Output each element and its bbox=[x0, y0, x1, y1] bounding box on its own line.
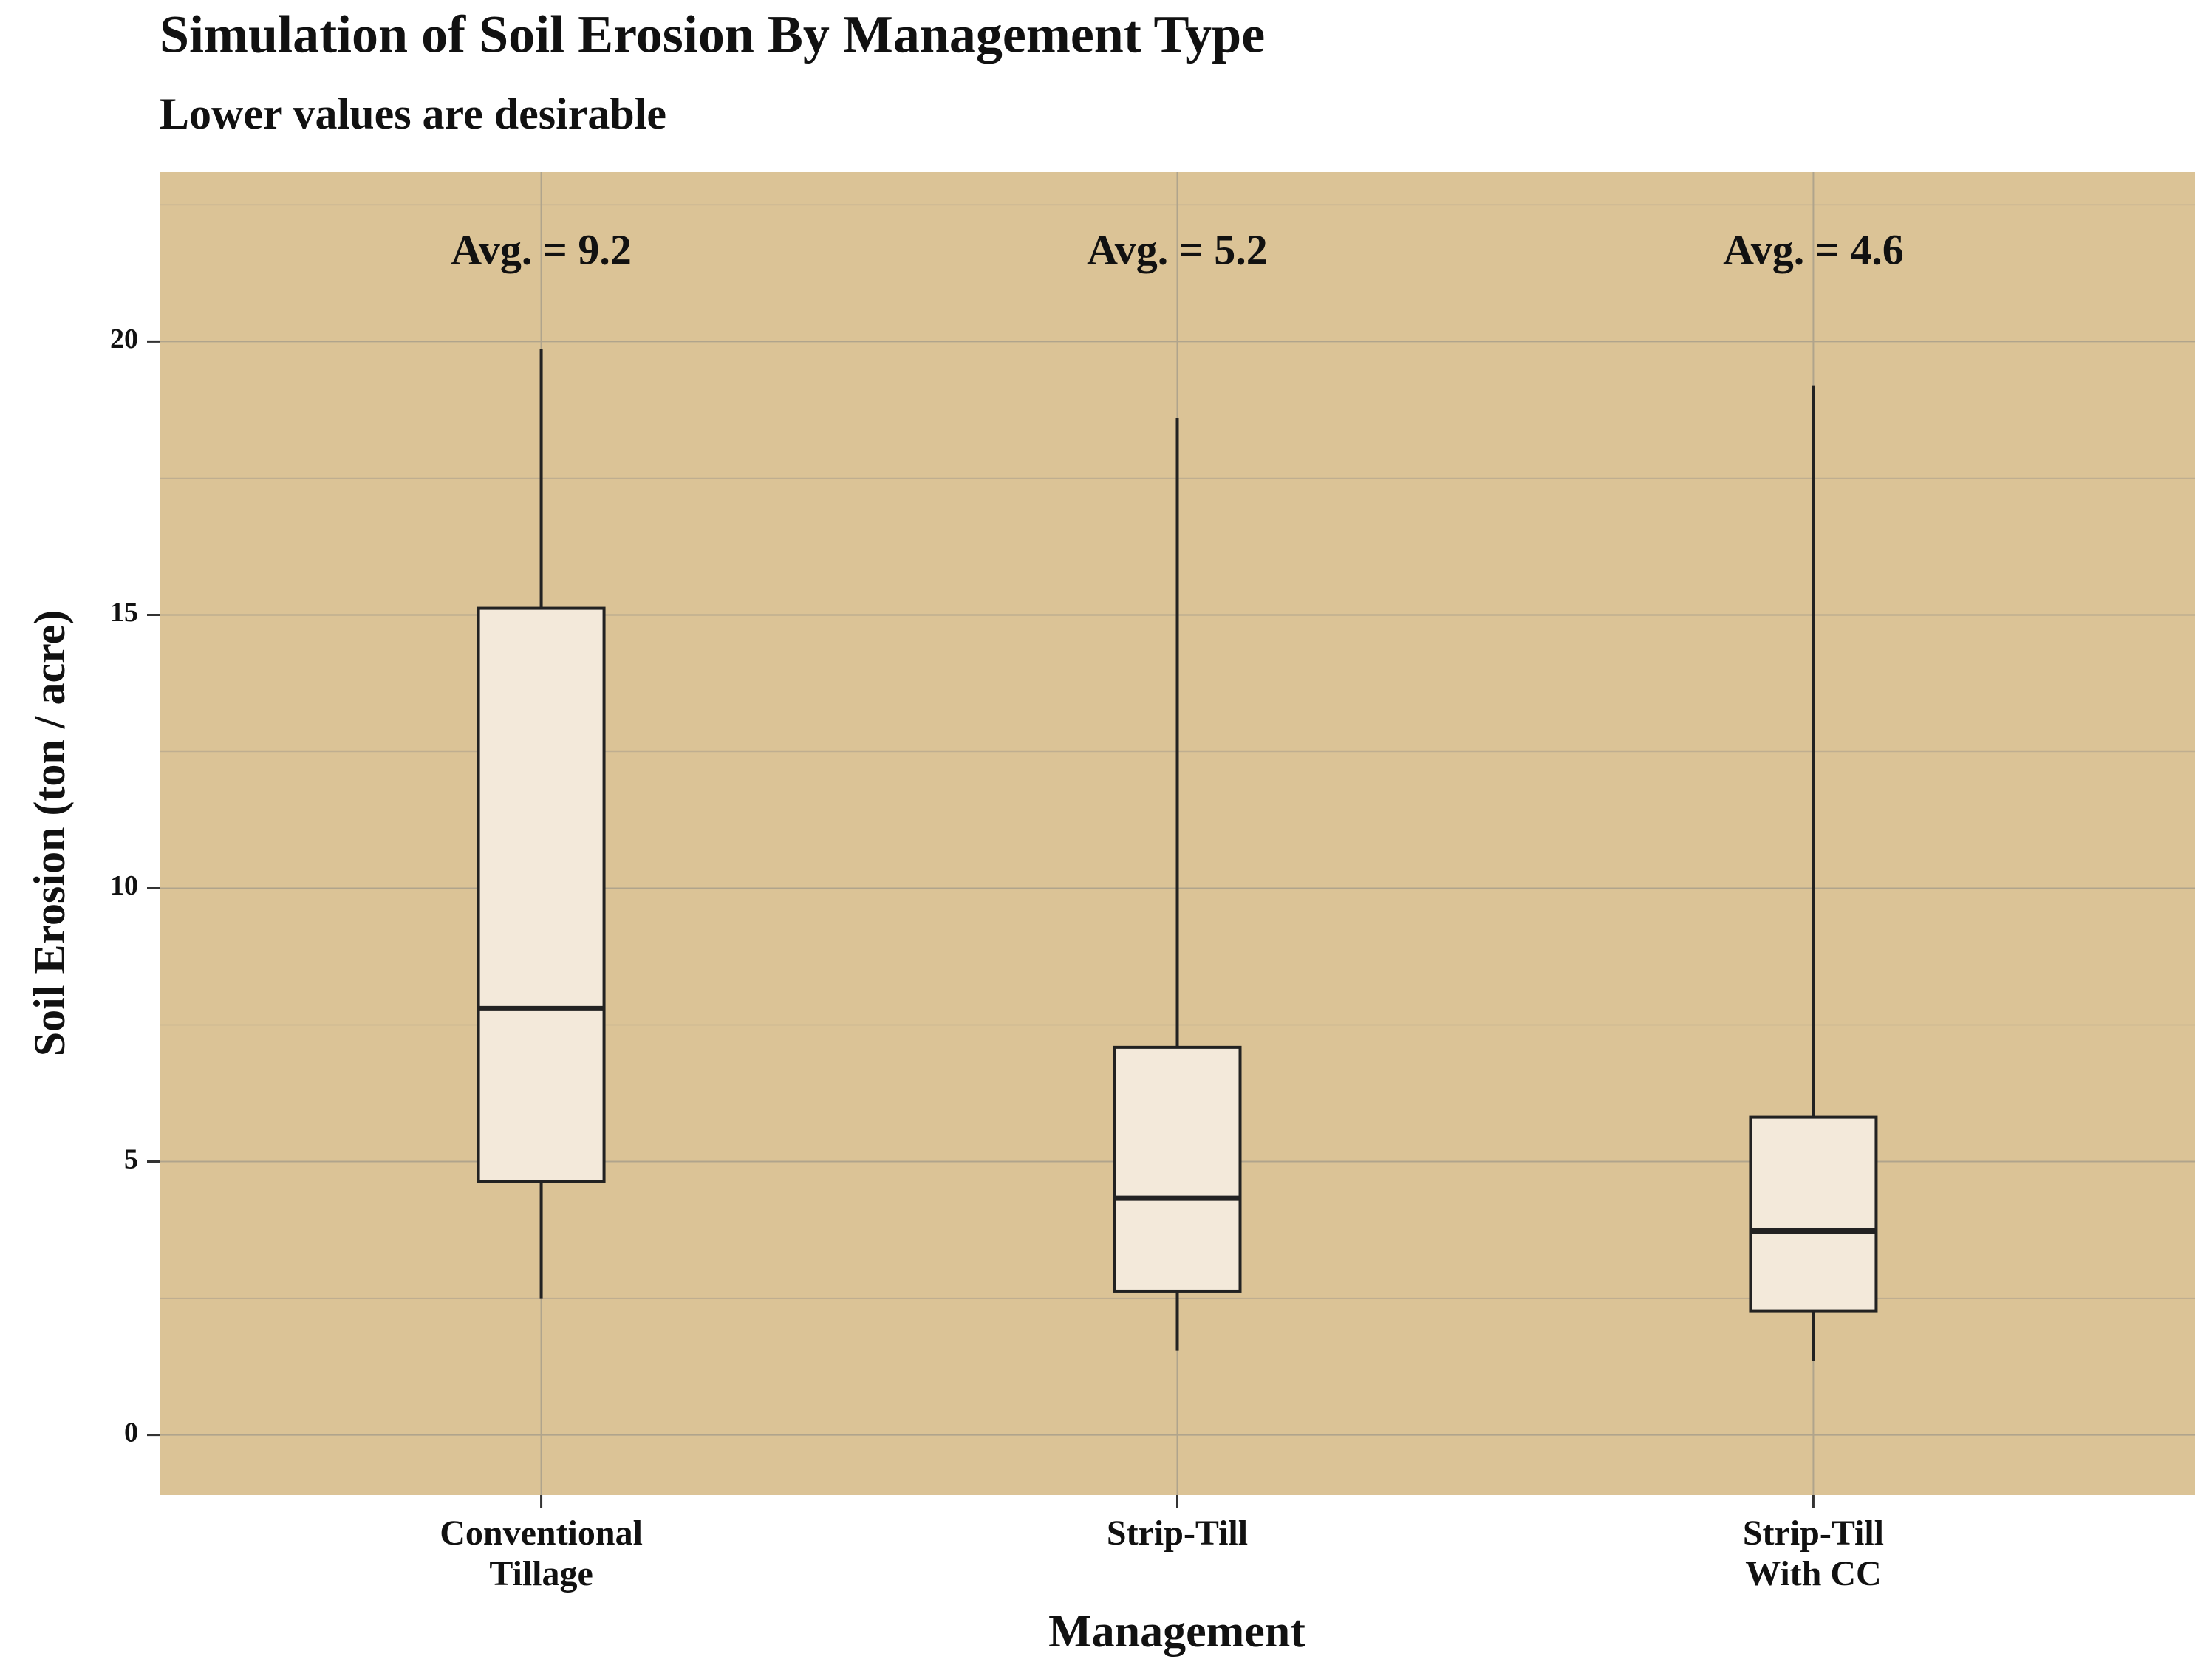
box bbox=[1113, 1045, 1242, 1293]
annotation: Avg. = 4.6 bbox=[1723, 225, 1904, 273]
y-tick-label: 0 bbox=[124, 1417, 138, 1448]
y-tick-label: 10 bbox=[110, 870, 138, 901]
y-axis-label: Soil Erosion (ton / acre) bbox=[25, 610, 74, 1056]
y-tick-label: 5 bbox=[124, 1143, 138, 1174]
annotation: Avg. = 9.2 bbox=[451, 225, 632, 273]
annotation: Avg. = 5.2 bbox=[1087, 225, 1268, 273]
y-tick-label: 15 bbox=[110, 597, 138, 628]
box bbox=[477, 606, 606, 1183]
x-tick-label: Conventional Tillage bbox=[440, 1514, 643, 1593]
x-axis-label: Management bbox=[1048, 1607, 1305, 1657]
x-tick-label: Strip-Till bbox=[1107, 1514, 1248, 1553]
chart-title: Simulation of Soil Erosion By Management… bbox=[160, 5, 1265, 64]
y-tick-label: 20 bbox=[110, 324, 138, 355]
box bbox=[1749, 1115, 1878, 1313]
chart-subtitle: Lower values are desirable bbox=[160, 89, 666, 138]
x-tick-label: Strip-Till With CC bbox=[1743, 1514, 1884, 1593]
